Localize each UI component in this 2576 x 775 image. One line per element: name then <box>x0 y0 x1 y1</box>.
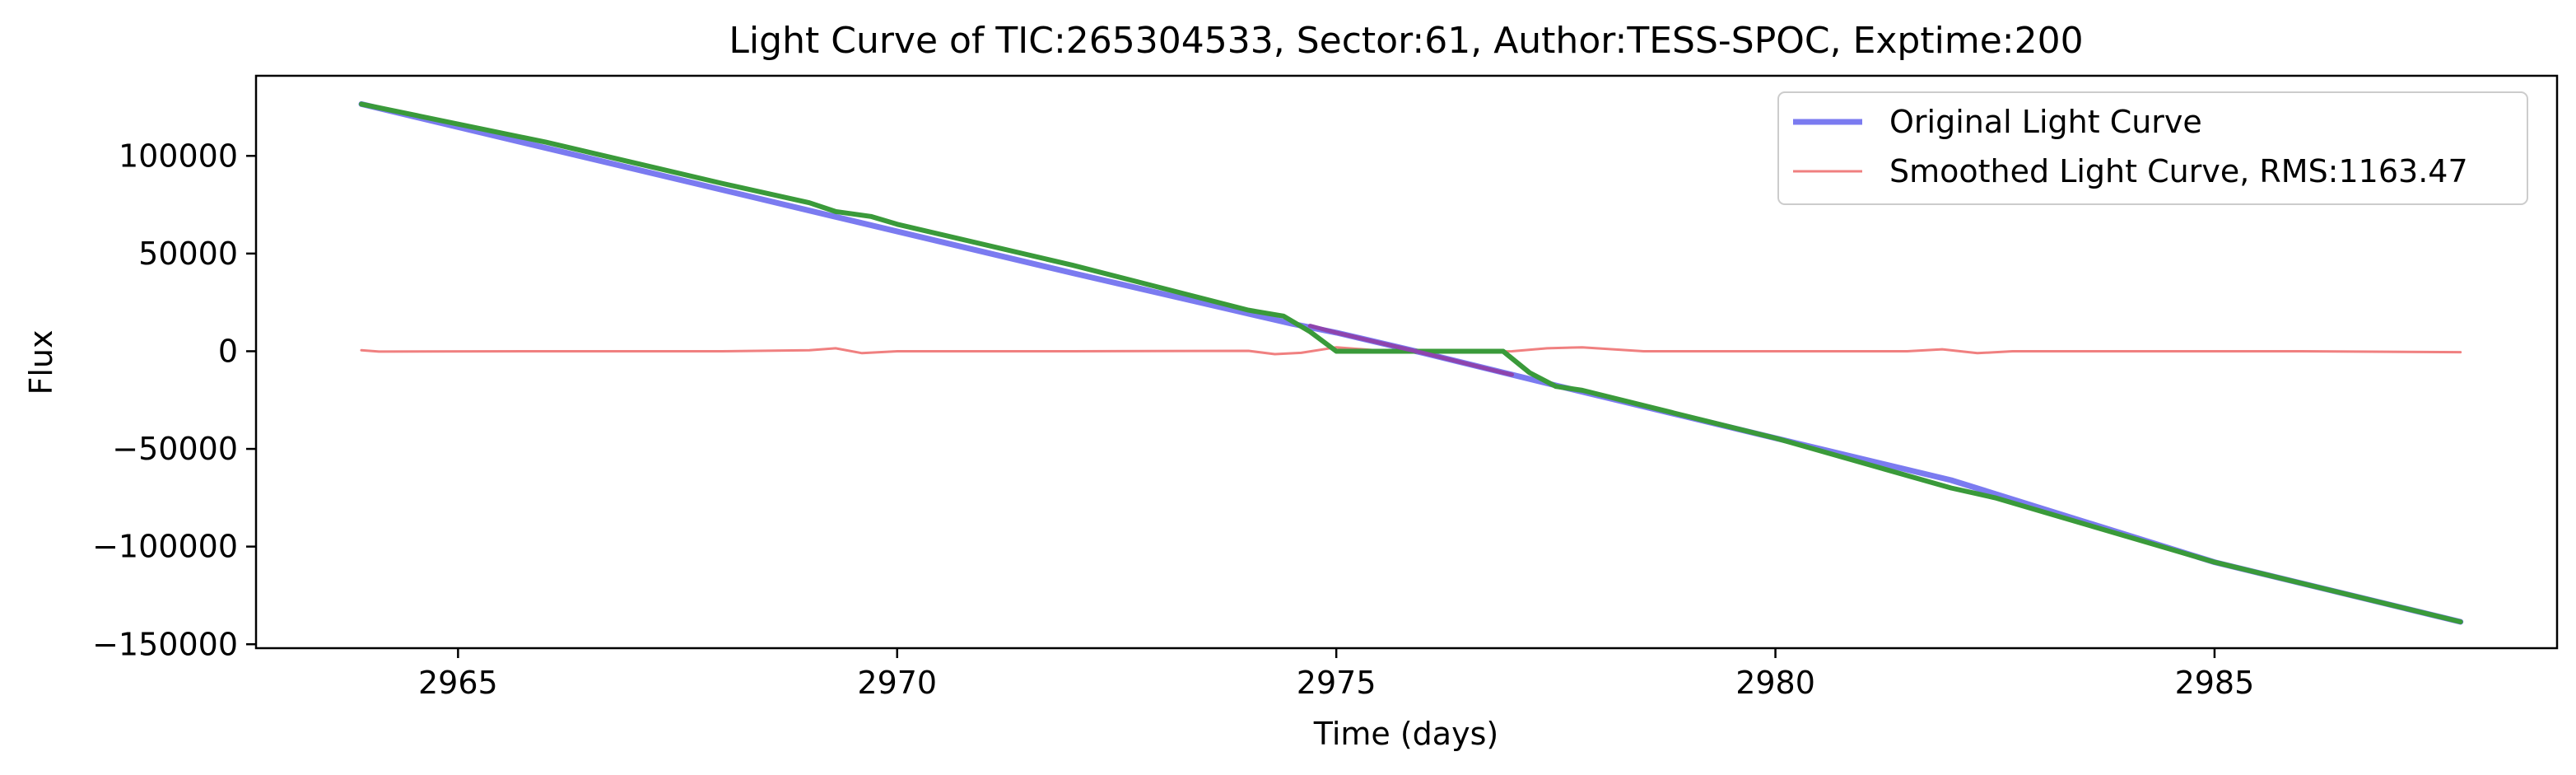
y-axis-label: Flux <box>23 330 59 395</box>
x-axis: 2965 2970 2975 2980 2985 <box>418 648 2254 701</box>
x-tick-label: 2965 <box>418 665 498 701</box>
legend-label-smoothed: Smoothed Light Curve, RMS:1163.47 <box>1889 153 2468 189</box>
y-tick-label: −150000 <box>92 626 238 662</box>
x-tick-label: 2980 <box>1735 665 1815 701</box>
chart-title: Light Curve of TIC:265304533, Sector:61,… <box>729 20 2083 62</box>
y-tick-label: 0 <box>218 333 238 369</box>
x-tick-label: 2975 <box>1297 665 1377 701</box>
series-layer <box>358 100 2464 625</box>
series-overlap-line <box>1307 324 1514 377</box>
x-tick-label: 2970 <box>857 665 937 701</box>
y-tick-label: 50000 <box>138 236 238 272</box>
y-axis: 100000 50000 0 −50000 −100000 −150000 <box>92 138 256 662</box>
y-tick-label: −100000 <box>92 529 238 565</box>
plot-frame <box>254 74 2559 650</box>
legend-box <box>1777 91 2528 205</box>
series-trend-line <box>359 101 2463 624</box>
y-tick-label: 100000 <box>119 138 238 174</box>
x-axis-label: Time (days) <box>1313 716 1498 752</box>
legend-label-original: Original Light Curve <box>1889 104 2202 140</box>
y-tick-label: −50000 <box>112 431 238 467</box>
x-tick-label: 2985 <box>2175 665 2255 701</box>
legend: Original Light Curve Smoothed Light Curv… <box>1777 91 2528 205</box>
